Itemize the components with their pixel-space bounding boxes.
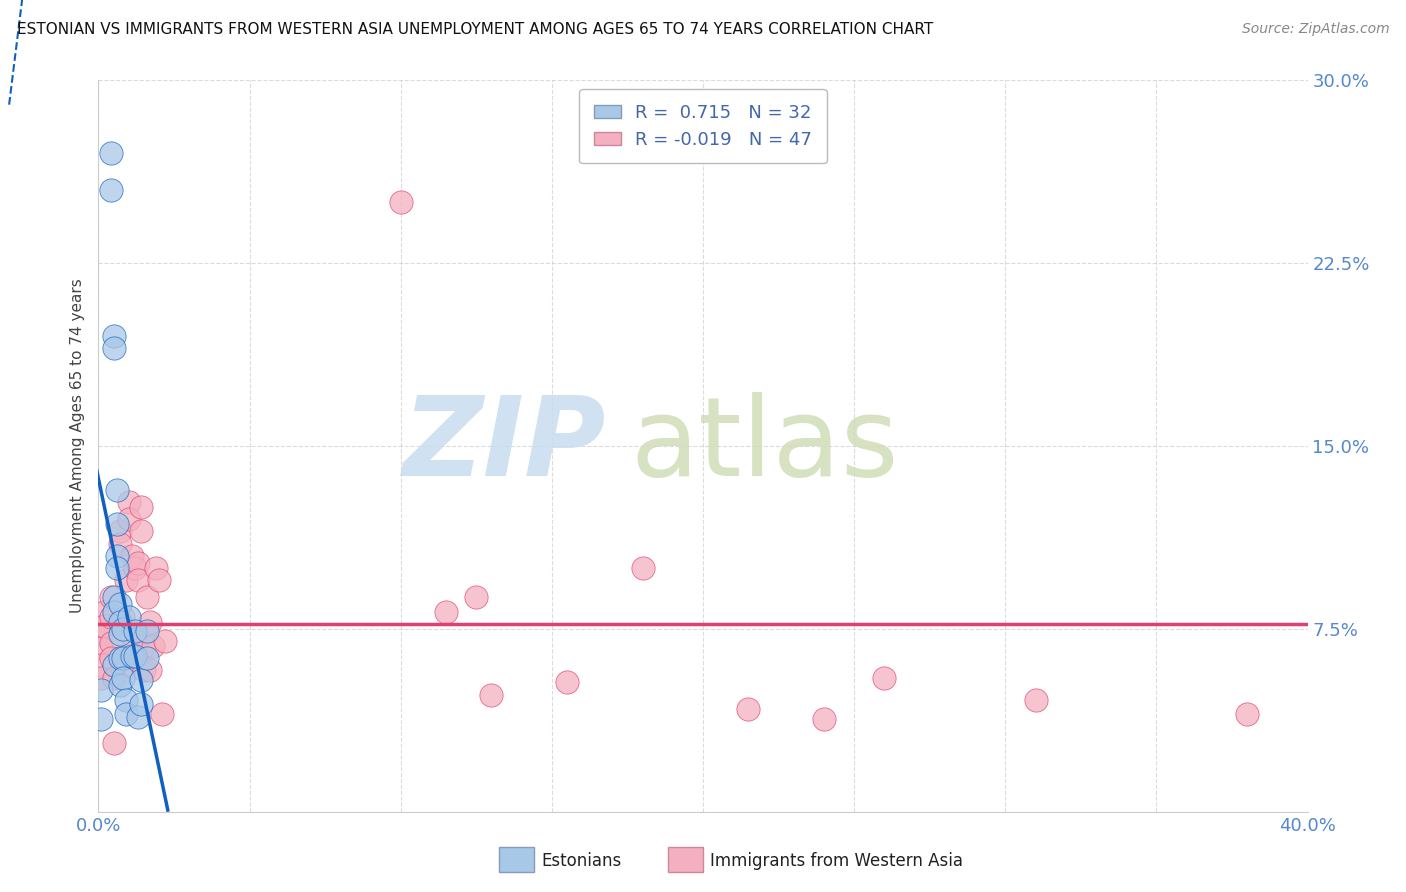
Point	[121, 648, 143, 663]
Point	[481, 688, 503, 702]
Point	[103, 590, 125, 604]
Point	[90, 641, 112, 656]
Point	[103, 671, 125, 685]
Point	[132, 663, 155, 677]
Point	[105, 561, 128, 575]
Point	[153, 634, 176, 648]
Point	[124, 648, 146, 663]
Point	[118, 495, 141, 509]
Point	[139, 663, 162, 677]
Legend: R =  0.715   N = 32, R = -0.019   N = 47: R = 0.715 N = 32, R = -0.019 N = 47	[579, 89, 827, 163]
Point	[105, 516, 128, 531]
Point	[111, 671, 134, 685]
Point	[555, 675, 578, 690]
Point	[434, 605, 457, 619]
Point	[124, 624, 146, 639]
Point	[114, 573, 136, 587]
Text: Estonians: Estonians	[541, 852, 621, 870]
Point	[737, 702, 759, 716]
Point	[93, 605, 115, 619]
Point	[127, 709, 149, 723]
Point	[124, 634, 146, 648]
Point	[1236, 707, 1258, 722]
Point	[135, 624, 157, 639]
Point	[103, 658, 125, 673]
Point	[389, 195, 412, 210]
Point	[873, 671, 896, 685]
Point	[111, 622, 134, 636]
Point	[127, 573, 149, 587]
Point	[631, 561, 654, 575]
Point	[813, 712, 835, 726]
Point	[111, 609, 134, 624]
Point	[129, 500, 152, 514]
Point	[148, 573, 170, 587]
Point	[150, 707, 173, 722]
Point	[114, 692, 136, 706]
Point	[108, 598, 131, 612]
Text: atlas: atlas	[630, 392, 898, 500]
Point	[121, 549, 143, 563]
Point	[129, 673, 152, 687]
Point	[100, 590, 122, 604]
Point	[129, 698, 152, 712]
Point	[129, 524, 152, 539]
Point	[135, 651, 157, 665]
Point	[465, 590, 488, 604]
Point	[105, 549, 128, 563]
Point	[100, 183, 122, 197]
Point	[142, 639, 165, 653]
Point	[108, 524, 131, 539]
Point	[1024, 692, 1046, 706]
Point	[108, 678, 131, 692]
Point	[118, 512, 141, 526]
Point	[108, 615, 131, 629]
Point	[127, 556, 149, 570]
Text: Immigrants from Western Asia: Immigrants from Western Asia	[710, 852, 963, 870]
Point	[108, 651, 131, 665]
Point	[114, 707, 136, 722]
Point	[90, 658, 112, 673]
Text: ESTONIAN VS IMMIGRANTS FROM WESTERN ASIA UNEMPLOYMENT AMONG AGES 65 TO 74 YEARS : ESTONIAN VS IMMIGRANTS FROM WESTERN ASIA…	[17, 22, 934, 37]
Point	[108, 536, 131, 550]
Point	[139, 615, 162, 629]
Point	[114, 658, 136, 673]
Point	[108, 626, 131, 640]
Point	[118, 609, 141, 624]
Point	[100, 146, 122, 161]
Point	[124, 561, 146, 575]
Text: ZIP: ZIP	[402, 392, 606, 500]
Point	[103, 605, 125, 619]
Point	[100, 609, 122, 624]
Point	[111, 651, 134, 665]
Point	[132, 639, 155, 653]
Text: Source: ZipAtlas.com: Source: ZipAtlas.com	[1241, 22, 1389, 37]
Point	[103, 329, 125, 343]
Point	[105, 483, 128, 497]
Point	[103, 342, 125, 356]
Point	[90, 671, 112, 685]
Point	[100, 636, 122, 650]
Point	[90, 712, 112, 726]
Point	[103, 736, 125, 750]
Point	[135, 590, 157, 604]
Point	[90, 626, 112, 640]
Point	[90, 682, 112, 697]
Point	[100, 651, 122, 665]
Point	[145, 561, 167, 575]
Point	[93, 619, 115, 633]
Y-axis label: Unemployment Among Ages 65 to 74 years: Unemployment Among Ages 65 to 74 years	[69, 278, 84, 614]
